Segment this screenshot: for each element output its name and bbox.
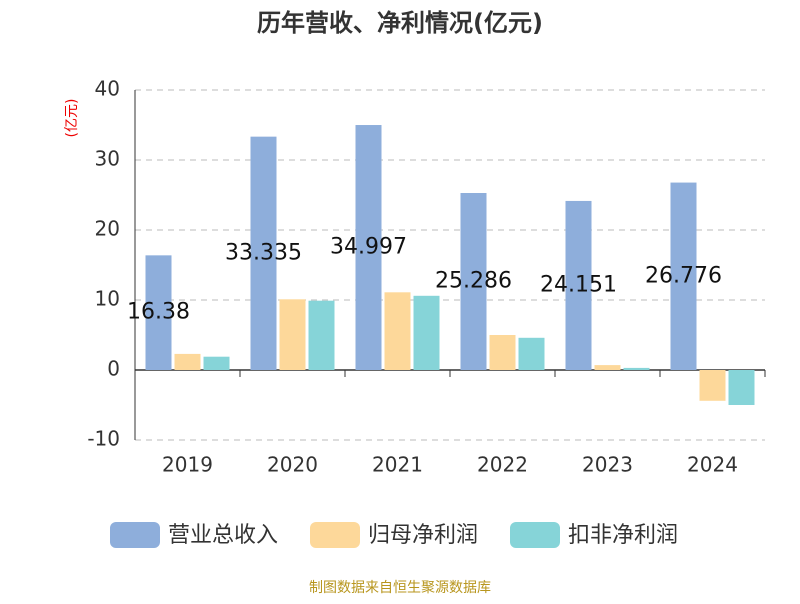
data-label: 25.286 [435, 268, 512, 293]
y-tick-label: 10 [95, 287, 120, 311]
legend-label: 归母净利润 [368, 523, 478, 548]
bar [413, 295, 440, 370]
bar [145, 255, 172, 370]
legend-label: 扣非净利润 [568, 523, 678, 548]
bar [355, 125, 382, 371]
data-label: 16.38 [127, 300, 190, 325]
data-label: 33.335 [225, 240, 302, 265]
bar [308, 300, 335, 370]
bar [489, 335, 516, 370]
bar [565, 200, 592, 370]
y-tick-label: -10 [87, 427, 120, 451]
bar [250, 136, 277, 370]
bar [518, 337, 545, 370]
bar [279, 299, 306, 370]
y-tick-label: 0 [107, 357, 120, 381]
x-tick-label: 2024 [687, 453, 738, 477]
y-tick-label: 30 [95, 147, 120, 171]
legend-swatch [110, 522, 160, 548]
data-label: 34.997 [330, 235, 407, 260]
bar [174, 353, 201, 370]
bar [594, 365, 621, 370]
y-tick-label: 40 [95, 77, 120, 101]
bar [728, 370, 755, 405]
x-tick-label: 2020 [267, 453, 318, 477]
x-tick-label: 2021 [372, 453, 423, 477]
bar [623, 367, 650, 370]
bar [670, 182, 697, 370]
data-label: 24.151 [540, 272, 617, 297]
source-note: 制图数据来自恒生聚源数据库 [309, 580, 491, 596]
chart-title: 历年营收、净利情况(亿元) [257, 9, 543, 37]
bar [460, 192, 487, 370]
bar [384, 292, 411, 370]
x-tick-label: 2023 [582, 453, 633, 477]
x-tick-label: 2022 [477, 453, 528, 477]
y-tick-label: 20 [95, 217, 120, 241]
bar [699, 370, 726, 401]
legend-swatch [510, 522, 560, 548]
legend-swatch [310, 522, 360, 548]
data-label: 26.776 [645, 263, 722, 288]
legend-label: 营业总收入 [168, 523, 278, 548]
y-axis-label: (亿元) [64, 99, 80, 138]
bar [203, 356, 230, 370]
x-tick-label: 2019 [162, 453, 213, 477]
